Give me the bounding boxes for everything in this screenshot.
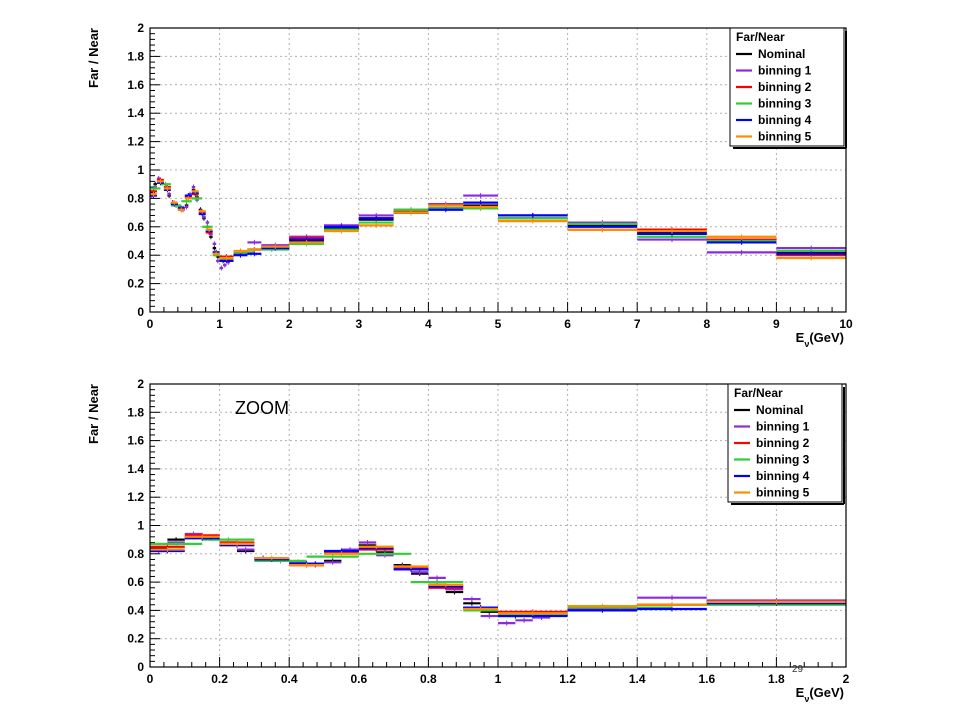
x-axis-label: Eν(GeV) (796, 330, 844, 349)
chart-full-range: 0 1 2 3 4 5 6 7 8 9 10 0 0.2 0.4 0.6 0.8 1 1.2 1.4 1.6 1.8 2 F… (86, 21, 853, 349)
series-binning-5 (150, 534, 846, 616)
y-tick-label: 0.4 (127, 603, 144, 617)
y-tick-label: 1 (137, 519, 144, 533)
legend-title: Far/Near (736, 30, 785, 44)
legend: Far/Near Nominal binning 1 binning 2 binning… (727, 383, 845, 505)
legend-entry: binning 4 (758, 113, 812, 127)
legend-entry: binning 3 (756, 453, 810, 467)
y-tick-label: 1.4 (127, 106, 144, 120)
plot-frame (149, 27, 847, 313)
x-tick-label: 1.2 (559, 672, 576, 686)
legend-entry: binning 2 (758, 80, 812, 94)
x-tick-label: 0 (147, 317, 154, 331)
x-tick-label: 0 (147, 672, 154, 686)
y-tick-label: 1.2 (127, 135, 144, 149)
x-tick-label: 1.8 (768, 672, 785, 686)
y-tick-label: 1.8 (127, 49, 144, 63)
zoom-label: ZOOM (235, 398, 289, 418)
x-tick-label: 1 (495, 672, 502, 686)
legend-entry: binning 1 (758, 64, 812, 78)
legend-entry: binning 5 (758, 130, 812, 144)
x-tick-label: 0.2 (211, 672, 228, 686)
y-tick-label: 2 (137, 377, 144, 391)
x-tick-label: 7 (634, 317, 641, 331)
y-tick-label: 2 (137, 21, 144, 35)
y-tick-label: 0 (137, 305, 144, 319)
y-tick-label: 0 (137, 660, 144, 674)
legend-entry: binning 4 (756, 469, 810, 483)
x-tick-label: 4 (425, 317, 432, 331)
plot-frame (149, 383, 847, 668)
y-axis-label: Far / Near (86, 384, 101, 444)
x-tick-label: 5 (495, 317, 502, 331)
x-tick-label: 1.6 (698, 672, 715, 686)
series-binning-4 (150, 535, 846, 619)
legend-entry: Nominal (756, 403, 803, 417)
series-binning-4 (150, 180, 846, 264)
page-number: 29 (792, 664, 804, 675)
x-tick-label: 1 (216, 317, 223, 331)
y-tick-label: 1.2 (127, 490, 144, 504)
y-tick-label: 0.8 (127, 191, 144, 205)
y-tick-label: 1.4 (127, 462, 144, 476)
chart-zoom: 0 0.2 0.4 0.6 0.8 1 1.2 1.4 1.6 1.8 2 0 0.2 0.4 0.6 0.8… (86, 377, 850, 704)
legend-entry: binning 2 (756, 436, 810, 450)
legend-entry: Nominal (758, 47, 805, 61)
legend-title: Far/Near (734, 386, 783, 400)
y-tick-label: 0.6 (127, 220, 144, 234)
x-tick-label: 2 (843, 672, 850, 686)
y-tick-label: 0.4 (127, 248, 144, 262)
y-tick-label: 0.2 (127, 277, 144, 291)
y-axis-label: Far / Near (86, 28, 101, 88)
legend-entry: binning 1 (756, 420, 810, 434)
x-tick-label: 2 (286, 317, 293, 331)
x-tick-label: 8 (703, 317, 710, 331)
y-tick-label: 1.6 (127, 434, 144, 448)
y-tick-label: 1 (137, 163, 144, 177)
legend-entry: binning 5 (756, 486, 810, 500)
x-tick-label: 6 (564, 317, 571, 331)
x-axis-label: Eν(GeV) (796, 685, 844, 704)
y-tick-label: 0.8 (127, 547, 144, 561)
x-tick-label: 10 (839, 317, 853, 331)
x-tick-label: 1.4 (629, 672, 646, 686)
legend-entry: binning 3 (758, 97, 812, 111)
y-tick-label: 1.6 (127, 78, 144, 92)
x-tick-label: 9 (773, 317, 780, 331)
x-tick-label: 3 (355, 317, 362, 331)
series-binning-5 (150, 178, 846, 261)
y-tick-label: 1.8 (127, 405, 144, 419)
legend: Far/Near Nominal binning 1 binning 2 binning… (729, 27, 847, 149)
x-tick-label: 0.4 (281, 672, 298, 686)
y-tick-label: 0.2 (127, 632, 144, 646)
y-tick-label: 0.6 (127, 575, 144, 589)
x-tick-label: 0.8 (420, 672, 437, 686)
x-tick-label: 0.6 (350, 672, 367, 686)
